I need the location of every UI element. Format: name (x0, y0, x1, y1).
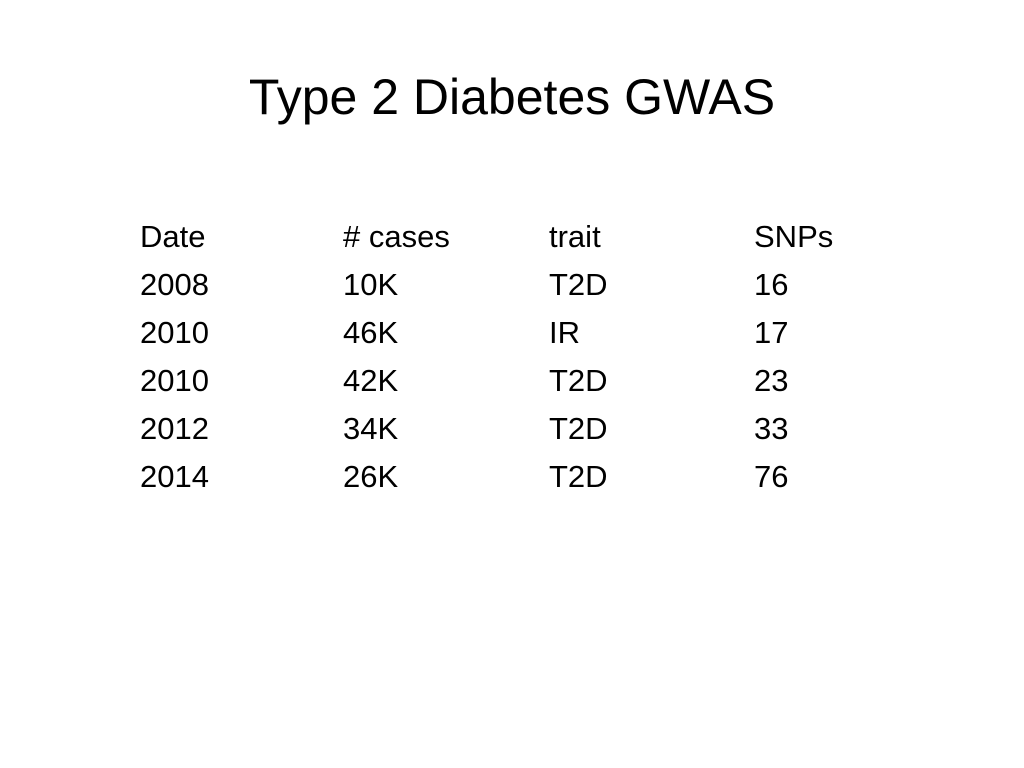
table-row: 2008 10K T2D 16 (140, 261, 874, 309)
cell-date: 2010 (140, 315, 209, 350)
table-header-row: Date # cases trait SNPs (140, 213, 874, 261)
gwas-table: Date # cases trait SNPs 2008 10K T2D 16 … (140, 213, 874, 501)
cell-date: 2008 (140, 267, 209, 302)
table-row: 2010 46K IR 17 (140, 309, 874, 357)
cell-trait: T2D (549, 267, 608, 302)
cell-snps: 23 (754, 363, 789, 398)
cell-cases: 42K (343, 363, 399, 398)
column-header-date: Date (140, 219, 206, 254)
cell-cases: 34K (343, 411, 399, 446)
cell-snps: 16 (754, 267, 789, 302)
cell-trait: T2D (549, 363, 608, 398)
cell-trait: T2D (549, 459, 608, 494)
column-header-cases: # cases (343, 219, 450, 254)
slide-title: Type 2 Diabetes GWAS (248, 69, 776, 125)
cell-date: 2014 (140, 459, 209, 494)
cell-snps: 76 (754, 459, 789, 494)
column-header-trait: trait (549, 219, 601, 254)
cell-date: 2010 (140, 363, 209, 398)
cell-date: 2012 (140, 411, 209, 446)
table-row: 2010 42K T2D 23 (140, 357, 874, 405)
cell-cases: 10K (343, 267, 399, 302)
table-row: 2014 26K T2D 76 (140, 453, 874, 501)
table-row: 2012 34K T2D 33 (140, 405, 874, 453)
cell-trait: IR (549, 315, 580, 350)
cell-snps: 33 (754, 411, 789, 446)
cell-trait: T2D (549, 411, 608, 446)
column-header-snps: SNPs (754, 219, 834, 254)
cell-snps: 17 (754, 315, 789, 350)
cell-cases: 46K (343, 315, 399, 350)
cell-cases: 26K (343, 459, 399, 494)
